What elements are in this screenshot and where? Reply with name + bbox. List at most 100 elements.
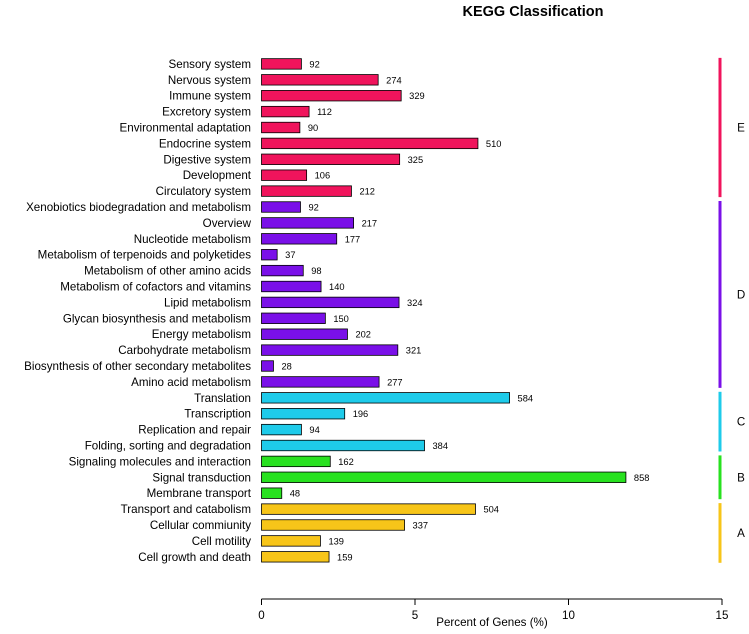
category-label-folding-sorting-and-degradation: Folding, sorting and degradation [85, 440, 251, 453]
bar-value-xenobiotics-biodegradation-and-metabolism: 92 [308, 203, 318, 213]
bar-translation [261, 392, 510, 404]
bar-value-signaling-molecules-and-interaction: 162 [338, 457, 354, 467]
bar-sensory-system [261, 58, 302, 70]
bar-value-digestive-system: 325 [408, 155, 424, 165]
bar-value-glycan-biosynthesis-and-metabolism: 150 [333, 314, 349, 324]
category-label-energy-metabolism: Energy metabolism [152, 328, 251, 341]
x-axis-label: Percent of Genes (%) [436, 616, 548, 629]
group-label-a: A [737, 527, 745, 540]
category-label-metabolism-of-terpenoids-and-polyketides: Metabolism of terpenoids and polyketides [38, 249, 252, 262]
bar-nucleotide-metabolism [261, 233, 338, 245]
group-label-e: E [737, 122, 745, 135]
bar-cellular-commiunity [261, 519, 405, 531]
bar-value-transcription: 196 [353, 409, 369, 419]
bar-value-lipid-metabolism: 324 [407, 298, 423, 308]
bar-value-cell-growth-and-death: 159 [337, 552, 353, 562]
x-tick-label-10: 10 [562, 609, 575, 622]
bar-value-biosynthesis-of-other-secondary-metabolites: 28 [281, 362, 291, 372]
bar-biosynthesis-of-other-secondary-metabolites [261, 360, 274, 372]
chart-marks: Sensory system 92 Nervous system 274 Immune … [24, 57, 745, 564]
bar-value-transport-and-catabolism: 504 [483, 505, 499, 515]
bar-cell-growth-and-death [261, 551, 330, 563]
category-label-metabolism-of-cofactors-and-vitamins: Metabolism of cofactors and vitamins [60, 281, 251, 294]
bar-development [261, 169, 308, 181]
category-label-cell-growth-and-death: Cell growth and death [138, 551, 251, 564]
bar-endocrine-system [261, 137, 479, 150]
category-label-transport-and-catabolism: Transport and catabolism [121, 503, 251, 516]
bar-xenobiotics-biodegradation-and-metabolism [261, 201, 301, 213]
bar-value-energy-metabolism: 202 [355, 330, 371, 340]
bar-amino-acid-metabolism [261, 376, 380, 388]
bar-metabolism-of-cofactors-and-vitamins [261, 280, 322, 293]
bar-nervous-system [261, 74, 379, 86]
bar-value-nervous-system: 274 [386, 75, 402, 85]
bar-value-metabolism-of-terpenoids-and-polyketides: 37 [285, 250, 295, 260]
bar-value-sensory-system: 92 [309, 59, 319, 69]
bar-cell-motility [261, 535, 321, 547]
category-label-translation: Translation [194, 392, 251, 405]
bar-value-nucleotide-metabolism: 177 [345, 234, 361, 244]
bar-carbohydrate-metabolism [261, 344, 399, 356]
bar-replication-and-repair [261, 423, 302, 436]
group-label-d: D [737, 288, 745, 301]
bar-value-metabolism-of-other-amino-acids: 98 [311, 266, 321, 276]
category-label-digestive-system: Digestive system [163, 153, 251, 166]
category-label-lipid-metabolism: Lipid metabolism [164, 296, 251, 309]
category-label-carbohydrate-metabolism: Carbohydrate metabolism [118, 344, 251, 357]
category-label-nervous-system: Nervous system [168, 74, 251, 87]
bar-value-translation: 584 [518, 393, 534, 403]
category-label-development: Development [183, 169, 252, 182]
bar-energy-metabolism [261, 328, 348, 340]
x-tick-label-15: 15 [716, 609, 729, 622]
category-label-environmental-adaptation: Environmental adaptation [120, 122, 251, 135]
bar-value-folding-sorting-and-degradation: 384 [433, 441, 449, 451]
bar-overview [261, 217, 354, 229]
x-axis: 0 5 10 15 [258, 598, 729, 622]
bar-signaling-molecules-and-interaction [261, 455, 331, 468]
category-label-sensory-system: Sensory system [169, 58, 251, 71]
category-label-immune-system: Immune system [169, 90, 251, 103]
bar-excretory-system [261, 105, 310, 118]
category-label-signaling-molecules-and-interaction: Signaling molecules and interaction [69, 455, 251, 468]
bar-value-carbohydrate-metabolism: 321 [406, 346, 422, 356]
bar-value-replication-and-repair: 94 [309, 425, 319, 435]
category-label-replication-and-repair: Replication and repair [138, 424, 251, 437]
bar-membrane-transport [261, 487, 283, 499]
bar-environmental-adaptation [261, 121, 301, 134]
bar-immune-system [261, 90, 402, 102]
bar-metabolism-of-terpenoids-and-polyketides [261, 249, 278, 261]
bar-transport-and-catabolism [261, 503, 476, 515]
bar-value-overview: 217 [362, 218, 378, 228]
bar-metabolism-of-other-amino-acids [261, 264, 304, 277]
bar-value-endocrine-system: 510 [486, 139, 502, 149]
bar-signal-transduction [261, 471, 627, 483]
bar-value-amino-acid-metabolism: 277 [387, 377, 403, 387]
category-label-endocrine-system: Endocrine system [159, 137, 251, 150]
group-label-c: C [737, 416, 745, 429]
bar-value-metabolism-of-cofactors-and-vitamins: 140 [329, 282, 345, 292]
category-label-transcription: Transcription [184, 408, 251, 421]
bar-value-cellular-commiunity: 337 [413, 521, 429, 531]
bar-circulatory-system [261, 185, 352, 197]
category-label-membrane-transport: Membrane transport [147, 487, 252, 500]
x-tick-label-5: 5 [412, 609, 418, 622]
category-label-nucleotide-metabolism: Nucleotide metabolism [134, 233, 251, 246]
x-tick-label-0: 0 [258, 609, 264, 622]
category-label-excretory-system: Excretory system [162, 106, 251, 119]
bar-transcription [261, 408, 346, 420]
category-label-cellular-commiunity: Cellular commiunity [150, 519, 251, 532]
bar-folding-sorting-and-degradation [261, 439, 425, 452]
bar-value-development: 106 [315, 171, 331, 181]
category-label-overview: Overview [203, 217, 252, 230]
category-label-cell-motility: Cell motility [192, 535, 251, 548]
bar-value-signal-transduction: 858 [634, 473, 650, 483]
bar-digestive-system [261, 153, 401, 165]
category-label-biosynthesis-of-other-secondary-metabolites: Biosynthesis of other secondary metaboli… [24, 360, 251, 373]
category-label-metabolism-of-other-amino-acids: Metabolism of other amino acids [84, 265, 251, 278]
bar-value-environmental-adaptation: 90 [308, 123, 318, 133]
chart-title: KEGG Classification [462, 4, 603, 20]
category-label-glycan-biosynthesis-and-metabolism: Glycan biosynthesis and metabolism [63, 312, 251, 325]
bar-value-excretory-system: 112 [317, 107, 332, 117]
group-label-b: B [737, 471, 745, 484]
